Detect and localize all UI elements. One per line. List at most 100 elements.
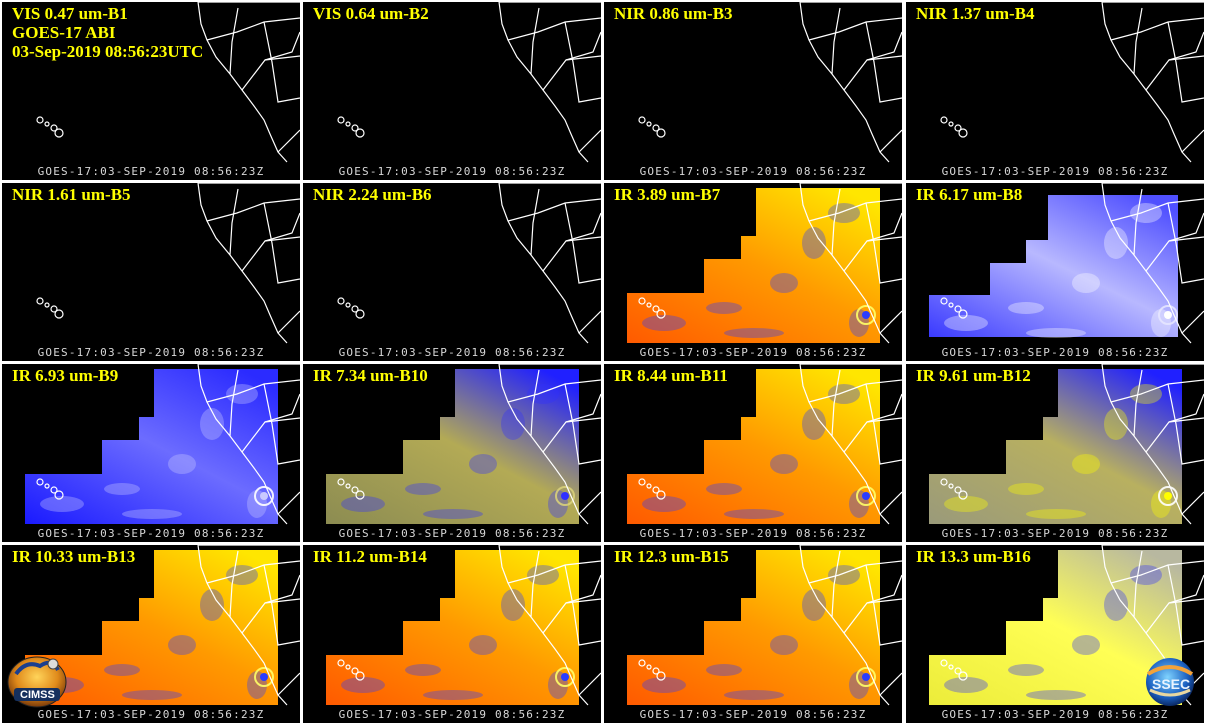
- state-border: [1168, 393, 1204, 423]
- band-panel: IR 6.93 um-B9 GOES-17:03-SEP-2019 08:56:2…: [2, 364, 300, 542]
- state-border: [264, 31, 300, 61]
- cloud-feature: [469, 635, 497, 655]
- cloud-feature: [104, 664, 140, 676]
- state-border: [206, 198, 300, 222]
- cloud-feature: [168, 454, 196, 474]
- map-overlay: [1101, 2, 1204, 163]
- state-border: [879, 672, 902, 696]
- state-border: [866, 31, 902, 61]
- island-outline: [656, 490, 666, 500]
- island-outline: [337, 659, 345, 667]
- panel-timestamp: GOES-17:03-SEP-2019 08:56:23Z: [639, 527, 867, 540]
- state-border: [879, 310, 902, 334]
- band-panel: IR 8.44 um-B11 GOES-17:03-SEP-2019 08:56:…: [604, 364, 902, 542]
- cloud-feature: [200, 589, 224, 621]
- cloud-feature: [802, 227, 826, 259]
- island-outline: [954, 124, 962, 132]
- state-border: [879, 491, 902, 515]
- storm-eye: [862, 311, 870, 319]
- cloud-feature: [706, 664, 742, 676]
- cloud-feature: [405, 483, 441, 495]
- state-border: [229, 7, 239, 75]
- cloud-feature: [802, 589, 826, 621]
- coastline: [498, 2, 589, 163]
- island-outline: [337, 478, 345, 486]
- storm-eye: [1164, 311, 1172, 319]
- island-outline: [646, 121, 652, 127]
- state-border: [866, 574, 902, 604]
- panel-timestamp: GOES-17:03-SEP-2019 08:56:23Z: [639, 346, 867, 359]
- state-border: [1167, 383, 1204, 465]
- state-border: [1181, 129, 1204, 153]
- state-border: [565, 393, 601, 423]
- island-outline: [638, 116, 646, 124]
- state-border: [1133, 369, 1143, 437]
- storm-eye: [862, 492, 870, 500]
- island-outline: [646, 664, 652, 670]
- storm-eye: [1164, 492, 1172, 500]
- island-outline: [638, 297, 646, 305]
- imagery-footprint: [326, 369, 579, 524]
- state-border: [264, 212, 300, 242]
- cloud-feature: [501, 589, 525, 621]
- state-border: [1167, 202, 1204, 284]
- storm-eye: [862, 673, 870, 681]
- band-panel: IR 7.34 um-B10 GOES-17:03-SEP-2019 08:56:…: [303, 364, 601, 542]
- map-overlay: [799, 545, 902, 706]
- state-border: [1133, 188, 1143, 256]
- island-outline: [345, 664, 351, 670]
- band-label: IR 9.61 um-B12: [916, 366, 1031, 385]
- band-image: [638, 2, 902, 163]
- state-border: [277, 672, 300, 696]
- map-overlay: [498, 2, 601, 163]
- instrument-title: GOES-17 ABI: [12, 23, 116, 42]
- cimss-logo-graphic: [7, 656, 67, 708]
- island-outline: [50, 124, 58, 132]
- state-border: [843, 55, 902, 91]
- cimss-logo: CIMSS: [6, 652, 68, 708]
- cloud-feature: [527, 565, 559, 585]
- cloud-feature: [770, 273, 798, 293]
- storm-swirl: [254, 486, 274, 506]
- island-outline: [44, 121, 50, 127]
- island-outline: [958, 128, 968, 138]
- imagery-footprint: [326, 550, 579, 705]
- state-border: [1110, 560, 1204, 584]
- island-outline: [638, 659, 646, 667]
- state-border: [565, 31, 601, 61]
- state-border: [229, 550, 239, 618]
- panel-timestamp: GOES-17:03-SEP-2019 08:56:23Z: [941, 165, 1169, 178]
- cloud-feature: [724, 328, 784, 338]
- island-outline: [958, 309, 968, 319]
- map-overlay: [1101, 183, 1204, 344]
- island-outline: [44, 483, 50, 489]
- state-border: [865, 202, 902, 284]
- cloud-feature: [423, 690, 483, 700]
- cloud-feature: [642, 496, 686, 512]
- storm-swirl: [856, 486, 876, 506]
- band-label: NIR 1.37 um-B4: [916, 4, 1035, 23]
- island-outline: [652, 124, 660, 132]
- state-border: [564, 564, 601, 646]
- state-border: [507, 560, 601, 584]
- state-border: [578, 310, 601, 334]
- band-label: IR 6.93 um-B9: [12, 366, 119, 385]
- state-border: [1110, 198, 1204, 222]
- map-overlay: [197, 364, 300, 525]
- island-outline: [355, 309, 365, 319]
- island-outline: [345, 483, 351, 489]
- band-image: [337, 2, 601, 163]
- map-overlay: [498, 545, 601, 706]
- cloud-feature: [642, 677, 686, 693]
- map-overlay: [197, 183, 300, 344]
- band-panel: IR 12.3 um-B15 GOES-17:03-SEP-2019 08:56:…: [604, 545, 902, 723]
- storm-eye: [561, 673, 569, 681]
- storm-swirl: [555, 667, 575, 687]
- state-border: [808, 17, 902, 41]
- island-outline: [351, 486, 359, 494]
- island-outline: [958, 671, 968, 681]
- island-outline: [355, 490, 365, 500]
- state-border: [206, 560, 300, 584]
- band-panel: NIR 1.37 um-B4 GOES-17:03-SEP-2019 08:56:…: [906, 2, 1204, 180]
- cloud-feature: [1026, 509, 1086, 519]
